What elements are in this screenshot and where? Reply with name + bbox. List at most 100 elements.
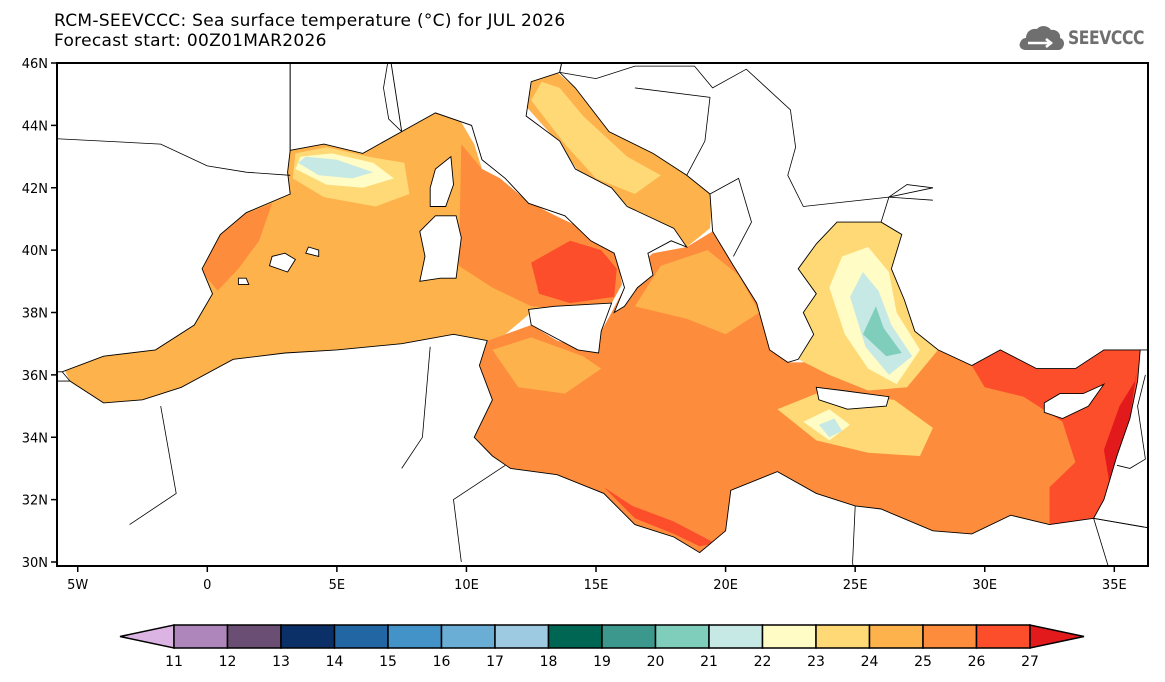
colorbar-label: 20 — [647, 654, 665, 670]
x-tick-label: 0 — [203, 578, 211, 593]
country-border — [61, 371, 71, 382]
sea-libyan-coast-warm — [603, 487, 716, 547]
x-tick-label: 10E — [454, 578, 479, 593]
land-france-north — [289, 63, 403, 154]
sea-ionian-cool — [634, 250, 760, 335]
colorbar-swatch-18-19 — [547, 624, 603, 649]
colorbar-label: 13 — [272, 654, 290, 670]
colorbar-under-arrow — [119, 624, 175, 649]
colorbar-label: 15 — [379, 654, 397, 670]
colorbar-label: 18 — [540, 654, 558, 670]
colorbar-label: 23 — [807, 654, 825, 670]
x-tick-label: 25E — [843, 578, 868, 593]
colorbar-swatch-23-24 — [815, 624, 871, 649]
y-tick-label: 42N — [22, 182, 48, 197]
colorbar-label: 26 — [968, 654, 986, 670]
land-italy-peninsula — [376, 63, 688, 314]
forecast-start-subtitle: Forecast start: 00Z01MAR2026 — [54, 31, 327, 51]
sea-levant-coast-hot — [1103, 365, 1138, 481]
x-tick-label: 30E — [972, 578, 997, 593]
colorbar: 11 12 13 14 15 16 17 18 19 20 21 22 23 24 25 26 27 — [119, 624, 1085, 670]
land-menorca — [305, 246, 320, 257]
colorbar-label: 19 — [593, 654, 611, 670]
country-border — [57, 138, 291, 176]
colorbar-swatch-24-25 — [868, 624, 924, 649]
colorbar-swatch-11-12 — [173, 624, 229, 649]
land-corsica — [429, 155, 454, 207]
colorbar-label: 27 — [1021, 654, 1039, 670]
y-tick-label: 30N — [22, 556, 48, 571]
colorbar-label: 14 — [326, 654, 344, 670]
land-and-borders — [57, 63, 1148, 566]
land-iberia — [57, 63, 291, 373]
x-tick-label: 15E — [584, 578, 609, 593]
country-border — [383, 63, 402, 132]
colorbar-swatch-20-21 — [654, 624, 710, 649]
y-tick-label: 40N — [22, 244, 48, 259]
country-border — [888, 184, 933, 198]
country-border — [559, 65, 933, 207]
land-ibiza — [237, 277, 250, 285]
sea-aegean-deep — [862, 306, 902, 357]
colorbar-swatch-13-14 — [280, 624, 336, 649]
y-axis: 30N 32N 34N 36N 38N 40N 42N 44N 46N — [22, 57, 57, 571]
y-tick-label: 34N — [22, 431, 48, 446]
land-sicily — [528, 302, 613, 354]
land-balkans-turkey-levant — [559, 63, 1148, 370]
colorbar-swatch-21-22 — [708, 624, 764, 649]
sea-levantine-warm — [971, 349, 1141, 525]
country-border — [453, 464, 506, 563]
sea-tyrrhenian-south — [531, 240, 617, 304]
y-tick-label: 38N — [22, 307, 48, 322]
y-tick-label: 46N — [22, 57, 48, 72]
colorbar-label: 25 — [914, 654, 932, 670]
sea-gulf-of-lion-core — [298, 156, 374, 179]
x-tick-label: 5E — [329, 578, 346, 593]
country-border — [401, 346, 431, 469]
colorbar-swatch-14-15 — [333, 624, 389, 649]
sea-adriatic-cool — [531, 81, 661, 194]
x-tick-label: 20E — [713, 578, 738, 593]
sea-south-crete-core — [818, 418, 843, 438]
x-tick-label: 35E — [1102, 578, 1127, 593]
land-levant-coast — [1092, 349, 1148, 529]
colorbar-swatch-12-13 — [226, 624, 282, 649]
seevccc-logo: SEEVCCC — [1018, 24, 1161, 52]
y-tick-label: 32N — [22, 494, 48, 509]
y-tick-label: 44N — [22, 119, 48, 134]
colorbar-swatch-17-18 — [494, 624, 550, 649]
colorbar-swatch-19-20 — [601, 624, 657, 649]
country-border — [1093, 518, 1109, 566]
x-tick-label: 5W — [67, 578, 88, 593]
colorbar-swatch-22-23 — [761, 624, 817, 649]
sea-south-crete-cool — [777, 393, 933, 456]
colorbar-swatch-26-27 — [975, 624, 1031, 649]
colorbar-label: 11 — [165, 654, 183, 670]
colorbar-swatch-15-16 — [387, 624, 443, 649]
colorbar-label: 21 — [700, 654, 718, 670]
colorbar-over-arrow — [1029, 624, 1085, 649]
land-mallorca — [268, 252, 297, 273]
country-border — [1116, 374, 1146, 469]
sea-temperature-field — [62, 72, 1141, 553]
country-border — [852, 505, 856, 566]
colorbar-label: 22 — [754, 654, 772, 670]
sea-western-warm — [202, 203, 273, 291]
land-north-africa — [57, 333, 1148, 566]
country-border — [129, 406, 177, 525]
x-axis: 5W 0 5E 10E 15E 20E 25E 30E 35E — [67, 566, 1127, 593]
colorbar-label: 17 — [486, 654, 504, 670]
sea-sicily-channel-cool — [492, 337, 602, 394]
land-crete — [815, 386, 890, 410]
land-cyprus — [1043, 383, 1106, 419]
colorbar-label: 12 — [219, 654, 237, 670]
land-sardinia — [419, 215, 462, 282]
cloud-icon — [1019, 26, 1064, 50]
map-frame — [56, 62, 1149, 567]
country-border — [634, 87, 711, 176]
colorbar-swatch-25-26 — [922, 624, 978, 649]
y-tick-label: 36N — [22, 369, 48, 384]
country-border — [709, 177, 752, 257]
chart-title: RCM-SEEVCCC: Sea surface temperature (°C… — [54, 11, 566, 31]
